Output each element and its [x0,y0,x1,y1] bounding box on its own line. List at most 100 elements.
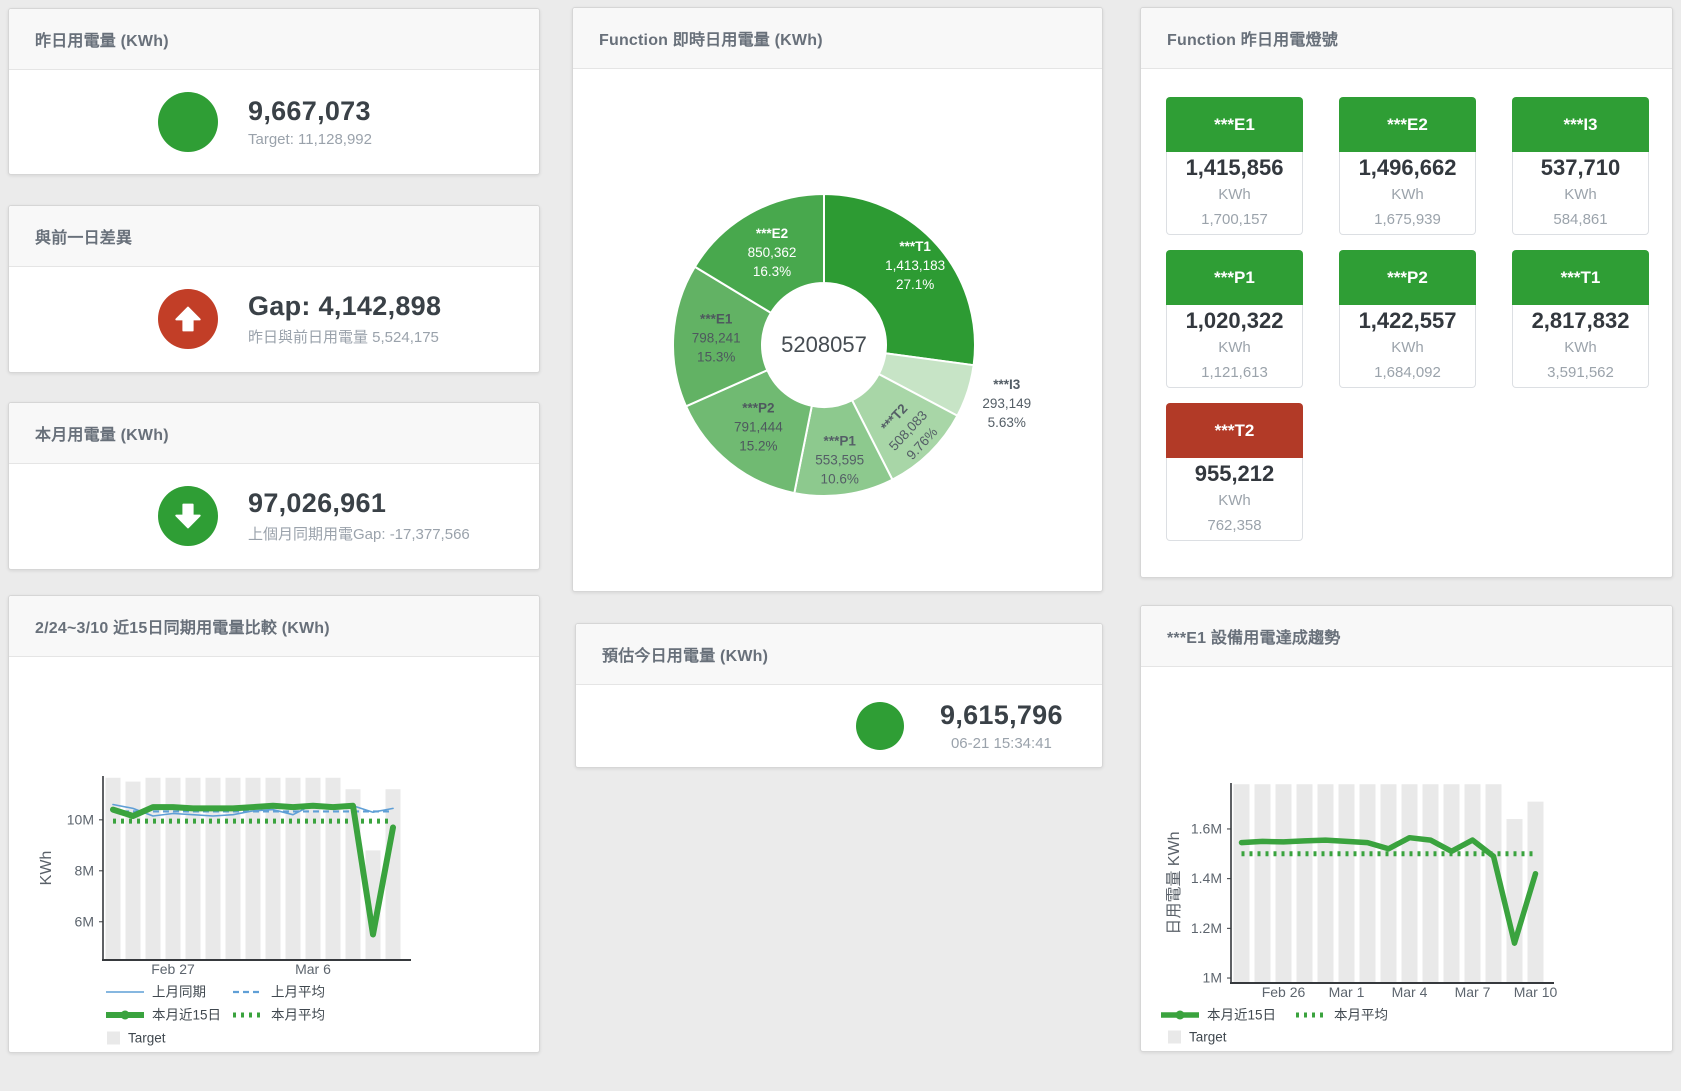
pie-label-line: ***E2 [756,226,788,241]
legend-label: 本月平均 [271,1008,325,1023]
tile-body: 1,415,856 KWh 1,700,157 [1166,152,1303,235]
legend-label: 本月平均 [1334,1008,1388,1023]
target-bar [365,850,381,960]
tile-header: ***T1 [1512,250,1649,305]
tile-value: 1,422,557 [1358,308,1457,333]
pie-slice[interactable] [684,368,813,495]
legend-item[interactable]: 本月近15日 [1161,1008,1276,1023]
pie-slice[interactable] [823,192,976,367]
light-tile: ***P1 1,020,322 KWh 1,121,613 [1166,250,1303,388]
panel-gap-title: 與前一日差異 [35,230,133,247]
estimate-value: 9,615,796 [940,699,1063,730]
tile-body: 1,020,322 KWh 1,121,613 [1166,305,1303,388]
panel-month-title: 本月用電量 (KWh) [35,427,169,444]
tile-unit: KWh [1391,339,1424,356]
target-bar [225,777,241,960]
target-bar [1254,784,1271,983]
pie-label-line: ***E1 [700,312,733,327]
yesterday-value: 9,667,073 [248,95,371,126]
y-axis-title: 日用電量 KWh [1166,831,1183,934]
panel-gap-body: Gap: 4,142,898 昨日與前日用電量 5,524,175 [9,266,539,372]
legend-item[interactable]: 本月平均 [1296,1008,1388,1023]
target-bar [1401,784,1418,983]
panel-estimate-title: 預估今日用電量 (KWh) [602,648,769,665]
pie-label-line: 798,241 [692,331,741,346]
target-bar [1443,784,1460,983]
x-tick-label: Mar 10 [1514,984,1558,1000]
tile-value: 1,496,662 [1358,155,1457,180]
panel-e1-trend-header: ***E1 設備用電達成趨勢 [1141,606,1672,667]
panel-yesterday-body: 9,667,073 Target: 11,128,992 [9,69,539,174]
pie-slice-label: ***I3 293,149 5.63% [982,377,1031,430]
legend-item[interactable]: 上月平均 [233,985,325,1000]
tile-body: 1,496,662 KWh 1,675,939 [1339,152,1476,235]
legend-item[interactable]: Target [107,1031,166,1046]
target-bar [185,777,201,960]
panel-gap-header: 與前一日差異 [9,206,539,267]
light-tile: ***I3 537,710 KWh 584,861 [1512,97,1649,235]
y-tick-label: 1.2M [1191,920,1222,936]
tile-unit: KWh [1218,186,1251,203]
tile-value: 1,020,322 [1185,308,1284,333]
realtime-donut-chart: ***T1 1,413,183 27.1% ***I3 293,149 5.63% ***T… [672,192,1031,497]
pie-label-line: ***T1 [899,239,931,254]
legend-label: 上月平均 [271,985,325,1000]
legend-label: 本月近15日 [152,1008,221,1023]
panel-donut-body: ***T1 1,413,183 27.1% ***I3 293,149 5.63% ***T… [573,68,1102,591]
panel-lights-title: Function 昨日用電燈號 [1167,32,1338,49]
pie-label-line: ***P1 [824,433,857,448]
panel-compare-title: 2/24~3/10 近15日同期用電量比較 (KWh) [35,620,330,637]
pie-label-line: 15.2% [739,439,777,454]
month-subtext: 上個月同期用電Gap: -17,377,566 [248,526,470,543]
target-bar [1527,801,1544,983]
light-tile: ***T2 955,212 KWh 762,358 [1166,403,1303,541]
light-tile: ***T1 2,817,832 KWh 3,591,562 [1512,250,1649,388]
legend-item[interactable]: 上月同期 [106,985,206,1000]
series-line [110,802,396,938]
panel-e1-trend-title: ***E1 設備用電達成趨勢 [1167,630,1341,647]
pie-label-line: 15.3% [697,350,735,365]
y-tick-label: 8M [75,862,94,878]
pie-slice-label: ***T1 1,413,183 27.1% [885,239,945,292]
donut-center-total: 5208057 [781,332,867,357]
pie-slice[interactable] [693,192,825,315]
x-tick-label: Mar 6 [295,961,331,977]
legend-item[interactable]: 本月近15日 [106,1008,221,1023]
x-tick-label: Mar 4 [1392,984,1428,1000]
tile-unit: KWh [1564,339,1597,356]
red-up-arrow-circle [158,289,218,349]
target-bar [1359,784,1376,983]
gap-subtext: 昨日與前日用電量 5,524,175 [248,329,439,346]
pie-slice[interactable] [672,265,773,408]
legend-label: 本月近15日 [1207,1008,1276,1023]
legend-item[interactable]: Target [1168,1030,1227,1045]
tile-value: 1,415,856 [1185,155,1284,180]
panel-e1-trend: ***E1 設備用電達成趨勢 1M 1.2M 1.4M 1.6M 日用電量 KWh Feb… [1140,605,1673,1052]
x-tick-label: Mar 1 [1329,984,1365,1000]
tile-header: ***E2 [1339,97,1476,152]
legend-label: 上月同期 [152,985,206,1000]
tile-target: 1,700,157 [1201,211,1268,228]
panel-realtime-donut: Function 即時日用電量 (KWh) ***T1 1,413,183 27.1… [572,7,1103,592]
panel-month-header: 本月用電量 (KWh) [9,403,539,464]
legend-item[interactable]: 本月平均 [233,1008,325,1023]
yesterday-target-text: Target: 11,128,992 [248,130,372,148]
panel-month-usage: 本月用電量 (KWh) 97,026,961 上個月同期用電Gap: -17,3… [8,402,540,570]
tile-body: 537,710 KWh 584,861 [1512,152,1649,235]
pie-label-line: 791,444 [734,420,783,435]
tile-value: 537,710 [1540,155,1621,180]
tile-header: ***E1 [1166,97,1303,152]
tile-target: 762,358 [1207,517,1262,534]
legend-label: Target [1189,1030,1227,1045]
panel-compare-15d: 2/24~3/10 近15日同期用電量比較 (KWh) 6M 8M 10M KWh Fe… [8,595,540,1053]
panel-e1-trend-body: 1M 1.2M 1.4M 1.6M 日用電量 KWh Feb 26 Mar 1 Mar 4 Ma… [1141,666,1672,1051]
panel-compare-body: 6M 8M 10M KWh Feb 27 Mar 6 上月同期 上月平均 本月近15日 本月平均 T… [9,656,539,1052]
gap-value: Gap: 4,142,898 [248,291,442,321]
tile-target: 1,121,613 [1201,364,1268,381]
tile-header: ***P1 [1166,250,1303,305]
y-tick-label: 1.4M [1191,870,1222,886]
legend-label: Target [128,1031,166,1046]
x-tick-label: Feb 26 [1262,984,1306,1000]
panel-donut-title: Function 即時日用電量 (KWh) [599,32,823,49]
